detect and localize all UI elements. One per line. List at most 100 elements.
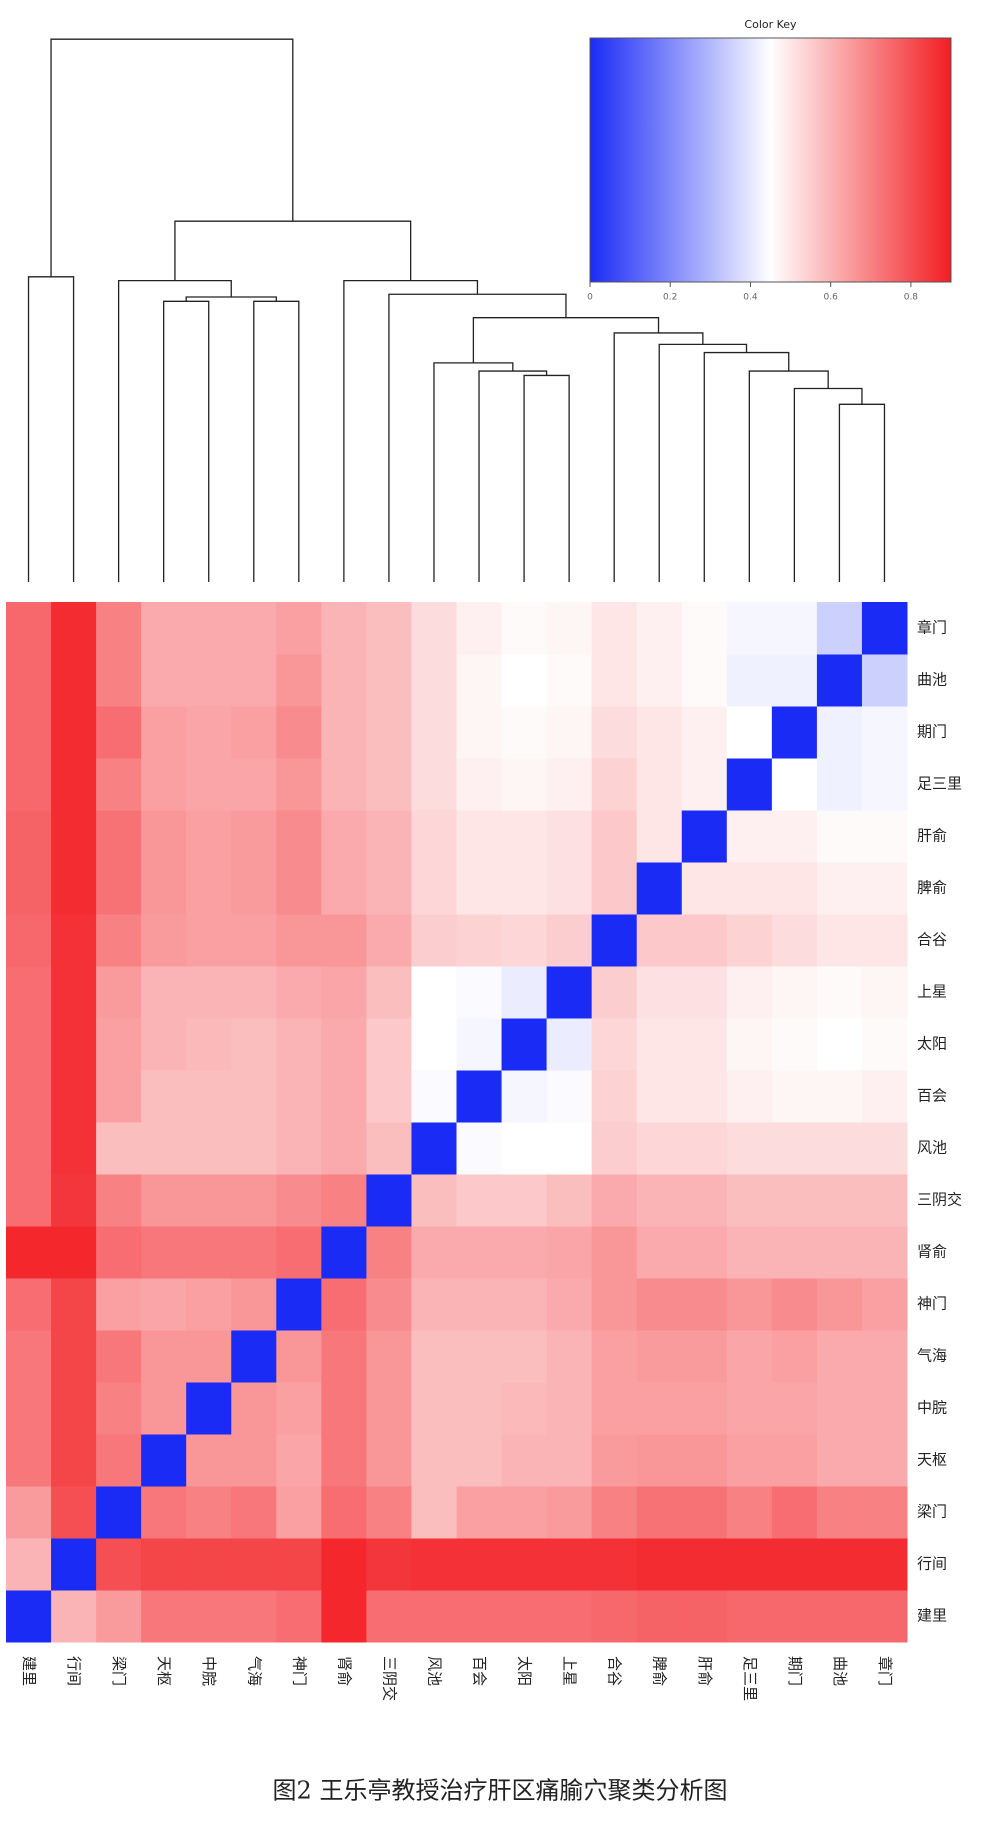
cell: [726, 1382, 773, 1435]
cell: [231, 1226, 277, 1279]
cell: [726, 1174, 773, 1227]
cell: [726, 862, 773, 915]
cell: [546, 1486, 593, 1539]
cell: [816, 1538, 863, 1591]
cell: [591, 602, 638, 655]
cell: [861, 1538, 908, 1591]
cell: [276, 1538, 322, 1591]
cell: [816, 1226, 863, 1279]
cell: [816, 966, 863, 1019]
cell: [591, 1330, 638, 1383]
cell: [186, 862, 232, 915]
cell: [321, 1174, 367, 1227]
cell: [96, 1538, 142, 1591]
key-tick-label: 0.8: [904, 293, 919, 303]
cell: [591, 1122, 638, 1175]
cell: [501, 810, 548, 863]
row-label: 建里: [917, 1607, 947, 1625]
cell: [681, 706, 728, 759]
row-label: 合谷: [917, 931, 947, 949]
cell: [51, 1174, 97, 1227]
cell: [186, 1330, 232, 1383]
cell: [276, 1486, 322, 1539]
cell: [276, 966, 322, 1019]
cell: [456, 1226, 503, 1279]
cell: [456, 1434, 503, 1487]
cell: [141, 1434, 187, 1487]
column-label: 肾俞: [335, 1656, 353, 1686]
cell: [636, 1278, 683, 1331]
dendrogram-link: [343, 279, 479, 582]
cell: [141, 1278, 187, 1331]
cell: [6, 1590, 52, 1643]
cell: [141, 1382, 187, 1435]
cell: [861, 914, 908, 967]
cell: [231, 1590, 277, 1643]
cell: [636, 1434, 683, 1487]
cell: [816, 1434, 863, 1487]
cell: [366, 810, 412, 863]
cell: [591, 1538, 638, 1591]
cell: [141, 1538, 187, 1591]
cell: [636, 1070, 683, 1123]
column-label: 肝俞: [696, 1656, 714, 1686]
cell: [501, 758, 548, 811]
dendrogram-link: [433, 362, 514, 582]
cell: [321, 810, 367, 863]
cell: [771, 1174, 818, 1227]
cell: [411, 654, 457, 707]
cell: [51, 706, 97, 759]
cell: [456, 1590, 503, 1643]
cell: [276, 1278, 322, 1331]
cell: [456, 602, 503, 655]
cell: [321, 862, 367, 915]
cell: [546, 706, 593, 759]
cell: [861, 1382, 908, 1435]
cell: [546, 1382, 593, 1435]
cell: [636, 966, 683, 1019]
cell: [231, 1018, 277, 1071]
cell: [726, 602, 773, 655]
cell: [321, 1226, 367, 1279]
cell: [591, 1226, 638, 1279]
cell: [231, 1278, 277, 1331]
cell: [231, 602, 277, 655]
cell: [276, 1226, 322, 1279]
cell: [501, 1486, 548, 1539]
cell: [861, 810, 908, 863]
cell: [96, 810, 142, 863]
cell: [231, 966, 277, 1019]
row-label: 天枢: [917, 1451, 947, 1469]
cell: [501, 1590, 548, 1643]
cell: [456, 1174, 503, 1227]
cell: [591, 1486, 638, 1539]
cell: [366, 1590, 412, 1643]
cell: [456, 1330, 503, 1383]
column-label: 上星: [561, 1656, 579, 1686]
cell: [726, 1018, 773, 1071]
cell: [636, 1486, 683, 1539]
key-tick-label: 0.2: [663, 293, 677, 303]
cell: [186, 602, 232, 655]
cell: [816, 1486, 863, 1539]
cell: [546, 1538, 593, 1591]
cell: [636, 914, 683, 967]
cell: [186, 1226, 232, 1279]
cell: [6, 602, 52, 655]
cell: [456, 1122, 503, 1175]
cell: [546, 862, 593, 915]
cell: [321, 1070, 367, 1123]
cell: [726, 1122, 773, 1175]
cell: [411, 1174, 457, 1227]
cell: [141, 654, 187, 707]
cell: [51, 1018, 97, 1071]
cell: [231, 862, 277, 915]
cell: [321, 654, 367, 707]
cell: [771, 1590, 818, 1643]
cell: [276, 758, 322, 811]
cell: [141, 1226, 187, 1279]
cell: [6, 1330, 52, 1383]
cell: [546, 1174, 593, 1227]
cell: [51, 1122, 97, 1175]
